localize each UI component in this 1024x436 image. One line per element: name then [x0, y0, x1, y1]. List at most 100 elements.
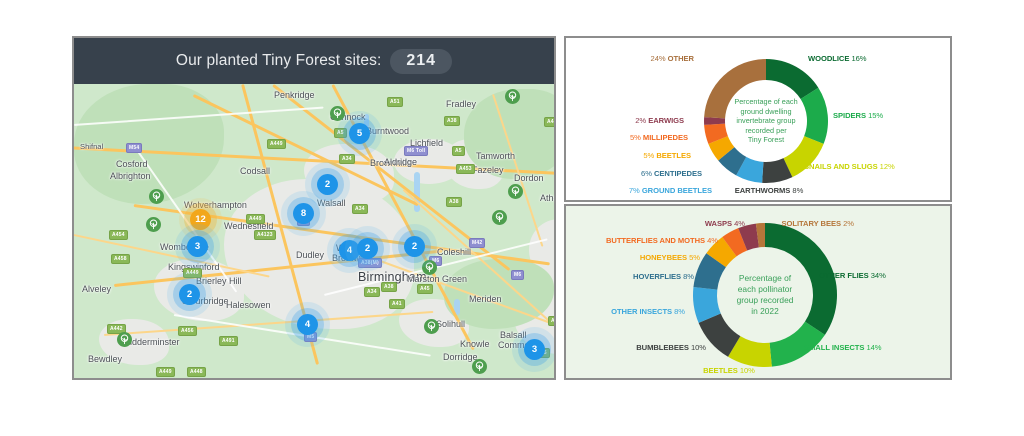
pollinators-chart-panel: Percentage of each pollinator group record…	[564, 204, 952, 380]
donut-slice	[704, 59, 767, 119]
donut-slice-label: 2% EARWIGS	[635, 116, 684, 125]
slice-label-percent: 7%	[628, 186, 640, 195]
slice-label-percent: 14%	[866, 343, 882, 352]
slice-label-name: HOVERFLIES	[633, 272, 682, 281]
tree-site-icon[interactable]	[422, 260, 437, 275]
slice-label-name: OTHER INSECTS	[611, 307, 673, 316]
donut-slice-label: EARTHWORMS 8%	[735, 186, 804, 195]
donut-center-line: group recorded	[736, 295, 794, 305]
map-place-label: Shifnal	[80, 142, 104, 151]
donut-slice-label: 6% CENTIPEDES	[641, 169, 702, 178]
road-shield-icon: A34	[339, 154, 355, 164]
slice-label-percent: 5%	[643, 151, 655, 160]
tree-site-icon[interactable]	[508, 184, 523, 199]
map-cluster-marker[interactable]: 3	[524, 339, 545, 360]
donut-slice-label: 5% BEETLES	[643, 151, 691, 160]
tree-site-icon[interactable]	[146, 217, 161, 232]
map-place-label: Aldridge	[384, 157, 418, 167]
tree-site-icon[interactable]	[492, 210, 507, 225]
slice-label-name: MILLIPEDES	[642, 133, 688, 142]
map-header: Our planted Tiny Forest sites: 214	[74, 38, 554, 84]
donut-slice	[738, 223, 760, 251]
donut-slice-label: BUTTERFLIES AND MOTHS 4%	[606, 236, 718, 245]
road-shield-icon: A453	[456, 164, 475, 174]
map-canvas[interactable]: Penkridge Cannock Burntwood Lichfield Fradle…	[74, 84, 554, 378]
donut-chart-1: Percentage of each pollinator group record…	[566, 206, 950, 378]
map-place-label: Walsall	[317, 198, 346, 208]
tree-site-icon[interactable]	[472, 359, 487, 374]
road-shield-icon: A444	[544, 117, 554, 127]
donut-slice-label: BEETLES 10%	[703, 366, 755, 375]
tree-site-icon[interactable]	[117, 332, 132, 347]
slice-label-percent: 8%	[674, 307, 685, 316]
map-place-label: Cannock	[330, 112, 366, 122]
slice-label-name: OTHER	[667, 54, 694, 63]
donut-slice-label: BUMBLEBEES 10%	[636, 343, 706, 352]
slice-label-percent: 8%	[792, 186, 804, 195]
road-shield-icon: A449	[246, 214, 265, 224]
map-cluster-marker[interactable]: 4	[297, 314, 318, 335]
donut-slice-label: HOVERFLIES 8%	[633, 272, 694, 281]
slice-label-percent: 10%	[690, 343, 706, 352]
map-place-label: Brownhills	[370, 158, 412, 168]
map-place-label: Brierley Hill	[196, 276, 242, 286]
map-cluster-marker[interactable]: 12	[190, 209, 211, 230]
map-cluster-marker[interactable]: 3	[187, 236, 208, 257]
donut-slice	[762, 157, 793, 183]
donut-slice-label: SNAILS AND SLUGS 12%	[804, 162, 895, 171]
map-place-label: Halesowen	[226, 300, 271, 310]
donut-center-line: Tiny Forest	[747, 135, 785, 145]
road-shield-icon: M54	[126, 143, 143, 153]
donut-slice-label: OTHER FLIES 34%	[819, 271, 886, 280]
donut-slice-label: SPIDERS 15%	[833, 111, 883, 120]
tree-site-icon[interactable]	[149, 189, 164, 204]
slice-label-percent: 10%	[739, 366, 755, 375]
map-place-label: Codsall	[240, 166, 271, 176]
donut-chart-0: Percentage of each ground dwelling inverte…	[566, 38, 950, 200]
donut-center-text-1: Percentage of each pollinator group record…	[713, 264, 817, 326]
tree-site-icon[interactable]	[505, 89, 520, 104]
map-cluster-marker[interactable]: 4	[339, 240, 360, 261]
urban-area	[224, 179, 414, 329]
tree-site-icon[interactable]	[424, 319, 439, 334]
donut-center-line: each pollinator	[737, 284, 793, 294]
map-panel[interactable]: Our planted Tiny Forest sites: 214	[72, 36, 556, 380]
map-cluster-marker[interactable]: 2	[317, 174, 338, 195]
donut-center-line: recorded per	[745, 125, 787, 135]
slice-label-percent: 8%	[683, 272, 694, 281]
slice-label-name: EARTHWORMS	[734, 186, 791, 195]
road-shield-icon: A449	[156, 367, 175, 377]
road-shield-icon: M42	[469, 238, 486, 248]
donut-slice	[693, 253, 727, 291]
road-shield-icon: A456	[178, 326, 197, 336]
slice-label-percent: 2%	[843, 219, 854, 228]
map-cluster-marker[interactable]: 8	[293, 203, 314, 224]
tree-site-icon[interactable]	[330, 106, 345, 121]
donut-slice	[708, 135, 735, 161]
map-cluster-marker[interactable]: 5	[349, 123, 370, 144]
map-cluster-marker[interactable]: 2	[404, 236, 425, 257]
map-cluster-marker[interactable]: 2	[357, 238, 378, 259]
donut-slice-label: WASPS 4%	[705, 219, 745, 228]
slice-label-name: EARWIGS	[648, 116, 684, 125]
map-place-label: Dudley	[296, 250, 325, 260]
ground-invertebrates-chart-panel: Percentage of each ground dwelling inverte…	[564, 36, 952, 202]
road-shield-icon: A491	[219, 336, 238, 346]
road-shield-icon: A38	[381, 282, 397, 292]
slice-label-percent: 6%	[641, 169, 652, 178]
road-shield-icon: M6	[511, 270, 525, 280]
map-cluster-marker[interactable]: 2	[179, 284, 200, 305]
charts-column: Percentage of each ground dwelling inverte…	[564, 36, 952, 380]
water-body	[364, 114, 369, 134]
green-area	[74, 84, 224, 204]
map-place-label: Birmingham	[358, 270, 427, 284]
donut-slice-label: WOODLICE 16%	[808, 54, 867, 63]
slice-label-percent: 4%	[734, 219, 745, 228]
map-place-label: Bewdley	[88, 354, 123, 364]
donut-slice-label: 5% MILLIPEDES	[630, 133, 688, 142]
slice-label-name: SNAILS AND SLUGS	[804, 162, 878, 171]
donut-slice	[800, 87, 828, 144]
donut-slice	[782, 135, 824, 178]
road-shield-icon: A448	[187, 367, 206, 377]
